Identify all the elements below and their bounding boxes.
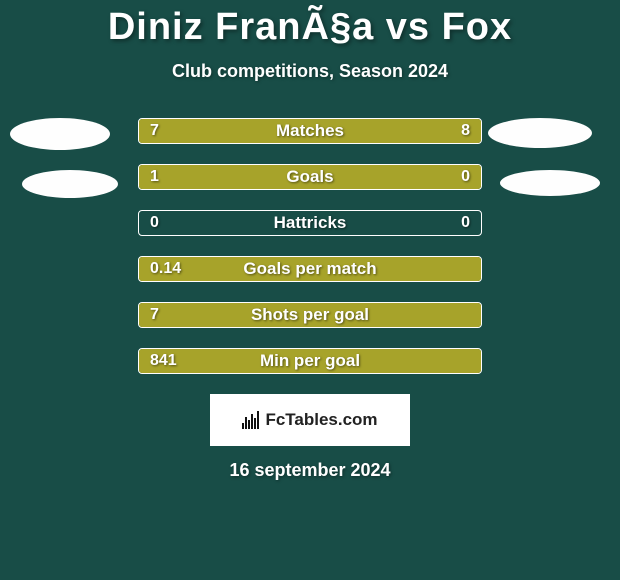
stat-label: Hattricks bbox=[138, 210, 482, 236]
date-label: 16 september 2024 bbox=[0, 460, 620, 481]
comparison-chart: 78Matches 10Goals 00Hattricks 0.14Goals per… bbox=[0, 118, 620, 374]
brand-badge[interactable]: FcTables.com bbox=[210, 394, 410, 446]
stat-label: Shots per goal bbox=[138, 302, 482, 328]
stat-row: 00Hattricks bbox=[0, 210, 620, 236]
stat-row: 7Shots per goal bbox=[0, 302, 620, 328]
stat-row: 0.14Goals per match bbox=[0, 256, 620, 282]
stat-row: 841Min per goal bbox=[0, 348, 620, 374]
page-title: Diniz FranÃ§a vs Fox bbox=[0, 0, 620, 49]
stat-label: Matches bbox=[138, 118, 482, 144]
brand-label: FcTables.com bbox=[265, 410, 377, 430]
stat-row: 10Goals bbox=[0, 164, 620, 190]
stat-row: 78Matches bbox=[0, 118, 620, 144]
subtitle: Club competitions, Season 2024 bbox=[0, 61, 620, 82]
bar-chart-icon bbox=[242, 411, 259, 429]
stat-label: Goals bbox=[138, 164, 482, 190]
stat-label: Min per goal bbox=[138, 348, 482, 374]
stat-label: Goals per match bbox=[138, 256, 482, 282]
